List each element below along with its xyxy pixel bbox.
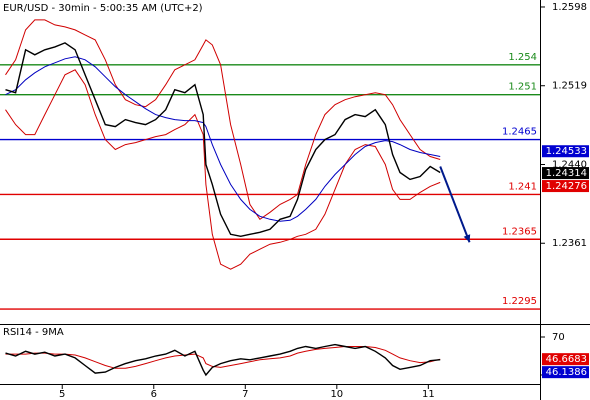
y-tick-label: 1.2598	[552, 2, 587, 13]
x-tick-label: 7	[242, 389, 248, 400]
forecast-arrow	[439, 166, 471, 243]
price-tag-label: 1.24314	[546, 168, 587, 179]
price-tag-label: 1.24276	[546, 181, 587, 192]
price-tag-label: 46.1386	[546, 367, 587, 378]
level-label: 1.2295	[502, 296, 537, 307]
price-tag-label: 1.24533	[546, 146, 587, 157]
series-line	[5, 346, 441, 369]
x-tick-label: 10	[330, 389, 343, 400]
y-tick-label: 1.2519	[552, 81, 587, 92]
series-line	[5, 19, 441, 221]
y-tick-label: 70	[552, 332, 565, 343]
forecast-arrowhead	[463, 234, 471, 243]
series-line	[5, 343, 441, 377]
series-line	[5, 42, 441, 238]
price-tag	[542, 353, 589, 366]
price-tag	[542, 180, 589, 193]
level-label: 1.2465	[502, 127, 537, 138]
y-tick-label: 1.2361	[552, 238, 587, 249]
price-tag-label: 46.6683	[546, 354, 587, 365]
x-tick-label: 5	[59, 389, 65, 400]
level-label: 1.254	[508, 52, 537, 63]
price-tag	[542, 366, 589, 379]
price-tag	[542, 167, 589, 180]
x-tick-label: 6	[151, 389, 157, 400]
y-tick-label: 1.2440	[552, 159, 587, 170]
level-label: 1.251	[508, 82, 537, 93]
level-label: 1.2365	[502, 226, 537, 237]
series-line	[5, 56, 441, 222]
x-tick-label: 11	[422, 389, 435, 400]
rsi-title: RSI14 - 9MA	[3, 327, 64, 338]
chart-title: EUR/USD - 30min - 5:00:35 AM (UTC+2)	[3, 3, 203, 14]
level-label: 1.241	[508, 181, 537, 192]
price-tag	[542, 145, 589, 158]
